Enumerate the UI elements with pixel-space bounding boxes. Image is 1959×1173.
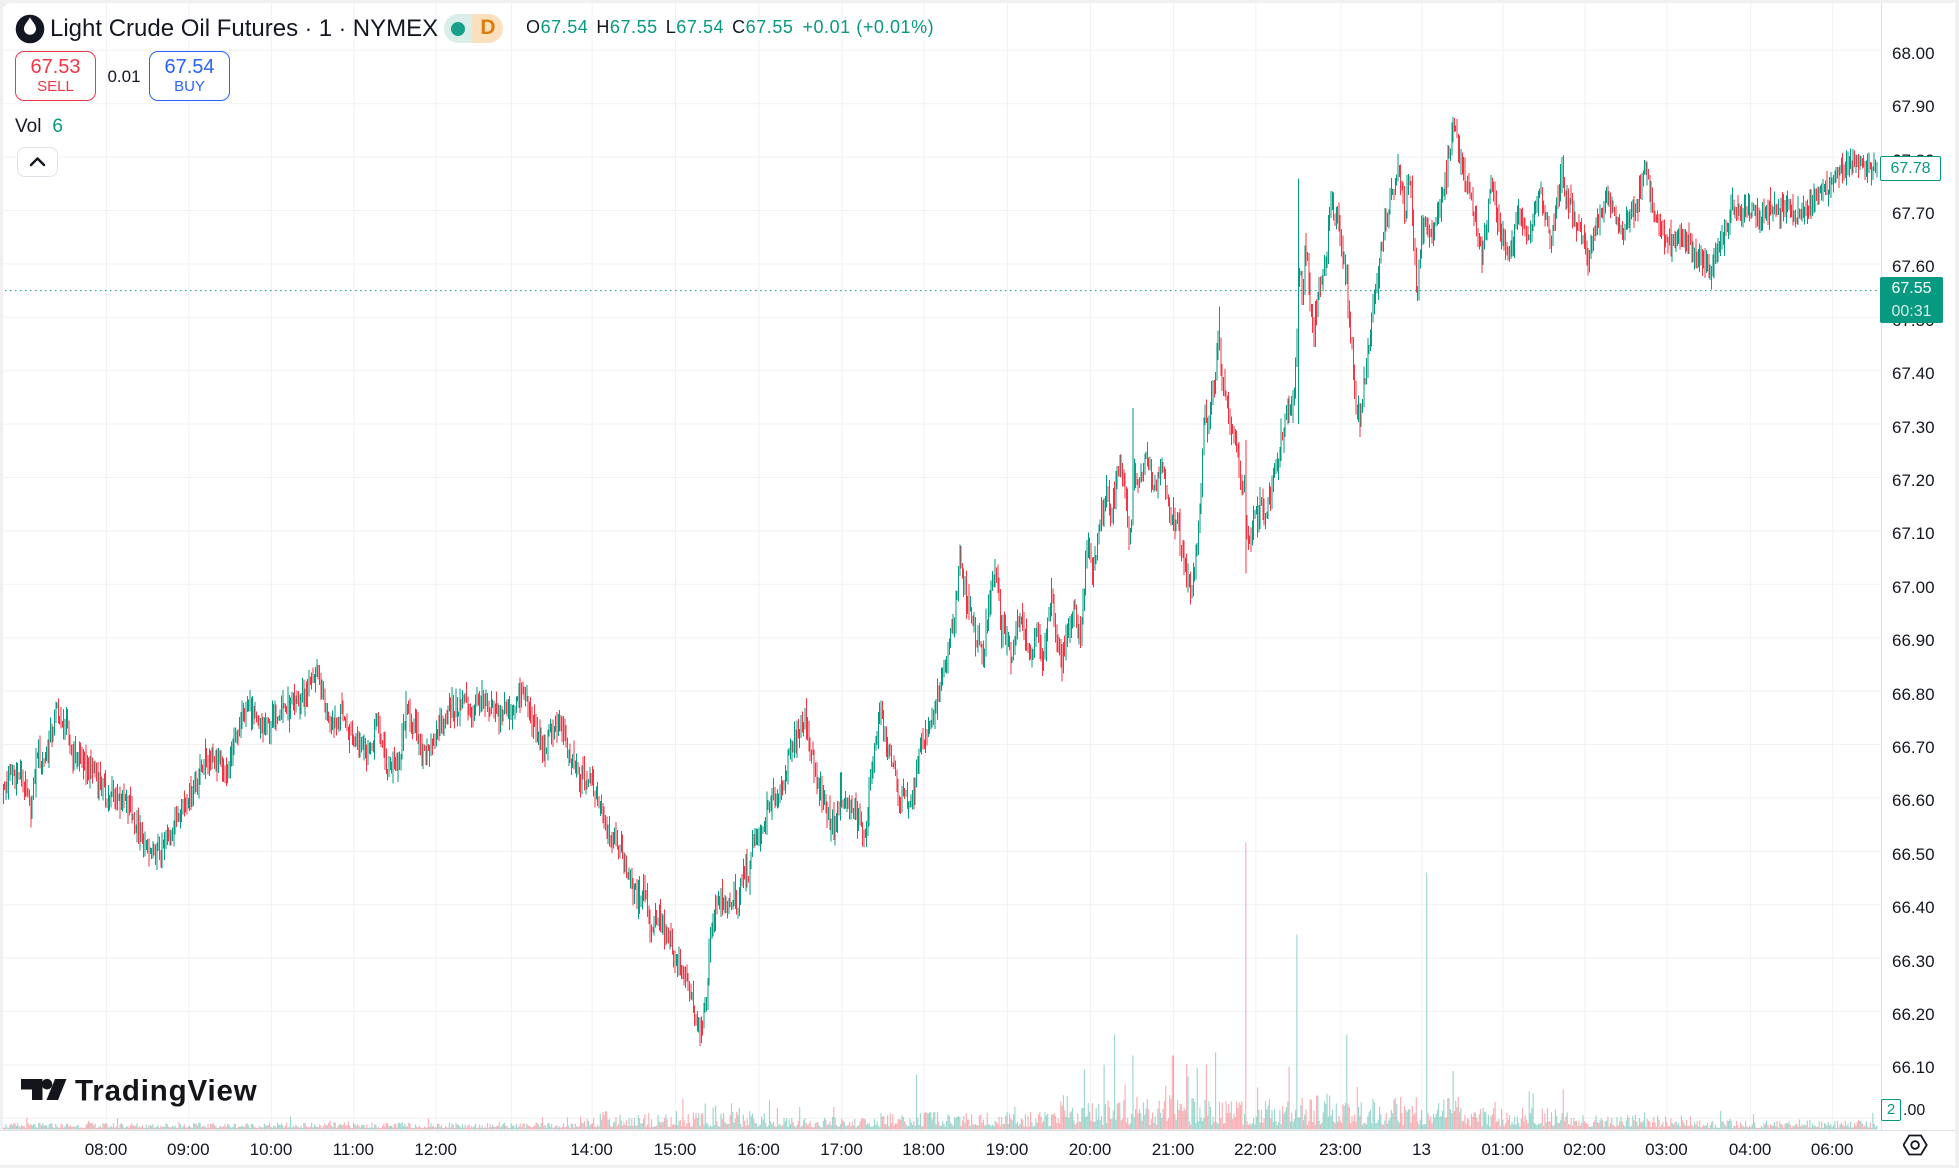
- svg-text:TradingView: TradingView: [75, 1076, 258, 1108]
